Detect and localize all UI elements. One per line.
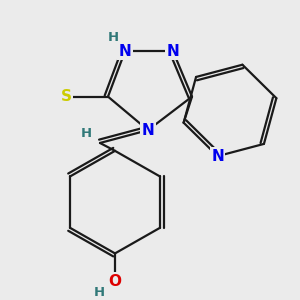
Text: N: N: [142, 123, 154, 138]
Text: S: S: [61, 89, 71, 104]
Text: H: H: [107, 31, 118, 44]
Text: O: O: [109, 274, 122, 289]
Text: N: N: [211, 149, 224, 164]
Text: H: H: [93, 286, 105, 299]
Text: N: N: [167, 44, 179, 59]
Text: N: N: [118, 44, 131, 59]
Text: H: H: [80, 127, 92, 140]
